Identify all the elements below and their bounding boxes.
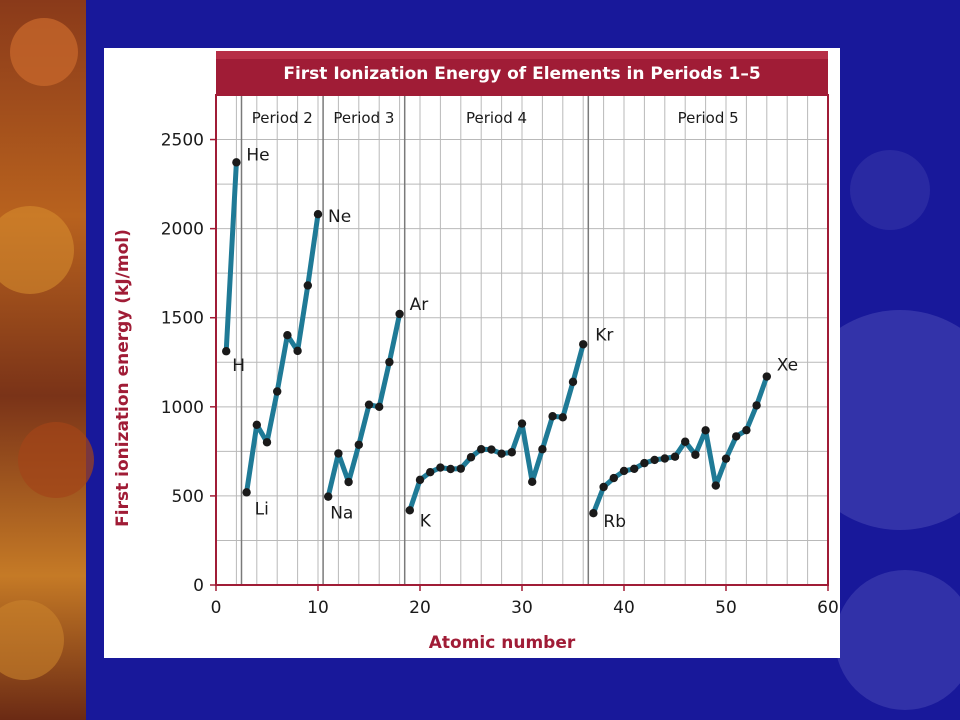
chart-title: First Ionization Energy of Elements in P… (283, 64, 760, 84)
data-point (375, 402, 384, 412)
data-point (691, 450, 700, 459)
ionization-energy-chart: First Ionization Energy of Elements in P… (113, 51, 839, 653)
data-point (619, 466, 629, 476)
data-point (405, 506, 414, 515)
data-point (599, 482, 608, 492)
x-tick-label: 40 (613, 598, 635, 618)
data-point (732, 432, 741, 441)
chart-card: First Ionization Energy of Elements in P… (104, 48, 840, 658)
element-label: Ne (328, 207, 351, 227)
data-point (364, 400, 374, 409)
data-point (660, 454, 669, 463)
data-point (701, 426, 710, 435)
decorative-left-strip (0, 0, 86, 720)
x-tick-label: 60 (817, 598, 839, 618)
element-label: Xe (777, 356, 798, 376)
x-tick-label: 20 (409, 598, 431, 618)
x-tick-label: 50 (715, 598, 737, 618)
data-point (528, 477, 537, 487)
data-point (650, 455, 659, 465)
data-point (548, 412, 557, 421)
data-point (507, 448, 516, 457)
data-point (222, 347, 231, 356)
data-point (395, 309, 404, 319)
x-axis-title: Atomic number (429, 633, 576, 653)
y-tick-label: 1000 (161, 398, 204, 418)
data-point (752, 401, 761, 410)
y-axis-title: First ionization energy (kJ/mol) (113, 229, 133, 527)
data-point (579, 340, 588, 349)
element-label: Na (330, 504, 353, 524)
y-tick-label: 2000 (161, 220, 204, 240)
data-point (742, 425, 751, 435)
data-point (568, 377, 578, 387)
data-point (497, 449, 506, 458)
gear-icon (0, 206, 74, 294)
data-point (354, 440, 363, 449)
title-banner-highlight (216, 51, 828, 59)
data-point (630, 464, 639, 474)
period-label: Period 2 (252, 109, 313, 127)
data-point (640, 458, 649, 468)
period-label: Period 4 (466, 109, 527, 127)
data-point (721, 454, 731, 463)
data-point (538, 445, 547, 454)
element-label: Ar (410, 295, 429, 315)
element-label: Rb (603, 512, 626, 532)
period-label: Period 3 (333, 109, 394, 127)
data-point (242, 488, 251, 497)
gear-icon (18, 422, 94, 498)
data-point (477, 445, 486, 454)
data-point (344, 477, 353, 487)
gear-icon (10, 18, 78, 86)
gear-icon (0, 600, 64, 680)
gear-icon (850, 150, 930, 230)
data-point (262, 438, 272, 447)
data-point (283, 330, 292, 340)
data-point (681, 437, 690, 446)
series-line (223, 159, 239, 354)
data-point (589, 508, 598, 518)
data-point (334, 449, 343, 458)
data-point (273, 387, 282, 396)
series-line (325, 311, 403, 500)
data-point (762, 372, 771, 381)
x-tick-label: 30 (511, 598, 533, 618)
x-tick-label: 0 (211, 598, 222, 618)
element-label: H (232, 356, 245, 376)
data-point (324, 492, 333, 501)
data-point (436, 463, 445, 472)
data-point (252, 420, 261, 430)
period-label: Period 5 (678, 109, 739, 127)
x-tick-label: 10 (307, 598, 329, 618)
data-point (558, 413, 567, 422)
data-point (293, 346, 302, 356)
data-point (456, 464, 465, 473)
data-point (303, 281, 312, 290)
element-label: He (246, 145, 269, 165)
data-point (313, 210, 323, 219)
data-point (415, 475, 425, 485)
data-point (517, 419, 527, 428)
y-tick-label: 0 (193, 576, 204, 596)
data-point (609, 473, 618, 483)
element-label: Kr (595, 325, 613, 345)
element-label: Li (255, 499, 269, 519)
data-point (446, 464, 455, 474)
series-line (244, 211, 321, 495)
data-point (487, 445, 496, 454)
y-tick-label: 1500 (161, 309, 204, 329)
data-point (711, 481, 720, 490)
y-tick-label: 500 (172, 487, 204, 507)
gear-icon (835, 570, 960, 710)
series-line (407, 341, 586, 513)
data-point (385, 357, 394, 367)
y-tick-label: 2500 (161, 131, 204, 151)
data-point (426, 468, 435, 477)
data-point (670, 452, 680, 461)
data-point (466, 453, 476, 462)
element-label: K (420, 511, 432, 531)
data-point (232, 158, 241, 167)
series-line (590, 374, 770, 516)
